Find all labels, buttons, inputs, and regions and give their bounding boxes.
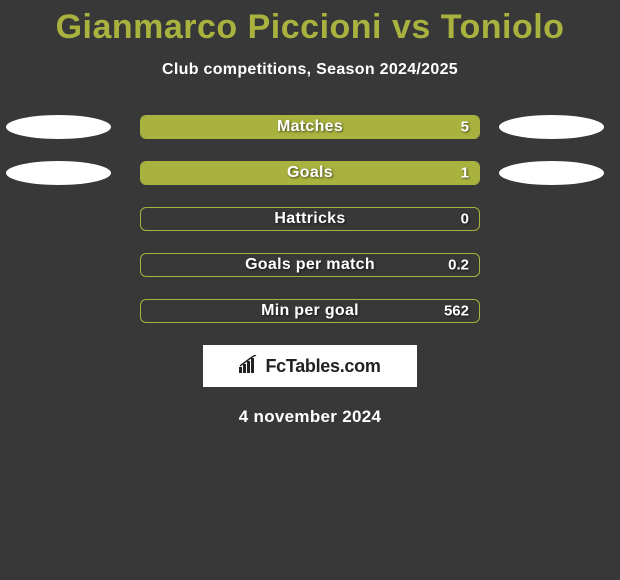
page-title: Gianmarco Piccioni vs Toniolo: [0, 0, 620, 47]
player-ellipse-left: [6, 161, 111, 185]
stat-bar: Min per goal 562: [140, 299, 480, 323]
stat-bar: Matches 5: [140, 115, 480, 139]
stat-row: Matches 5: [0, 115, 620, 139]
date-label: 4 november 2024: [0, 407, 620, 427]
stat-row: Goals 1: [0, 161, 620, 185]
logo-box: FcTables.com: [203, 345, 417, 387]
stat-value: 562: [444, 303, 469, 320]
logo-text: FcTables.com: [265, 356, 380, 377]
stat-row: Goals per match 0.2: [0, 253, 620, 277]
stat-value: 0: [461, 211, 469, 228]
player-ellipse-left: [6, 115, 111, 139]
stats-section: Matches 5 Goals 1 Hattricks 0 Goals per match 0…: [0, 115, 620, 323]
player-ellipse-right: [499, 161, 604, 185]
stat-row: Min per goal 562: [0, 299, 620, 323]
stat-row: Hattricks 0: [0, 207, 620, 231]
player-ellipse-right: [499, 115, 604, 139]
logo[interactable]: FcTables.com: [239, 355, 380, 378]
stat-label: Goals: [287, 164, 333, 182]
stat-label: Hattricks: [274, 210, 345, 228]
chart-bars-icon: [239, 355, 261, 378]
stat-bar: Goals per match 0.2: [140, 253, 480, 277]
stat-value: 0.2: [448, 257, 469, 274]
stat-value: 1: [461, 165, 469, 182]
subtitle: Club competitions, Season 2024/2025: [0, 61, 620, 79]
stat-label: Min per goal: [261, 302, 359, 320]
stat-value: 5: [461, 119, 469, 136]
stat-label: Matches: [277, 118, 343, 136]
stat-bar: Goals 1: [140, 161, 480, 185]
stat-label: Goals per match: [245, 256, 375, 274]
stat-bar: Hattricks 0: [140, 207, 480, 231]
